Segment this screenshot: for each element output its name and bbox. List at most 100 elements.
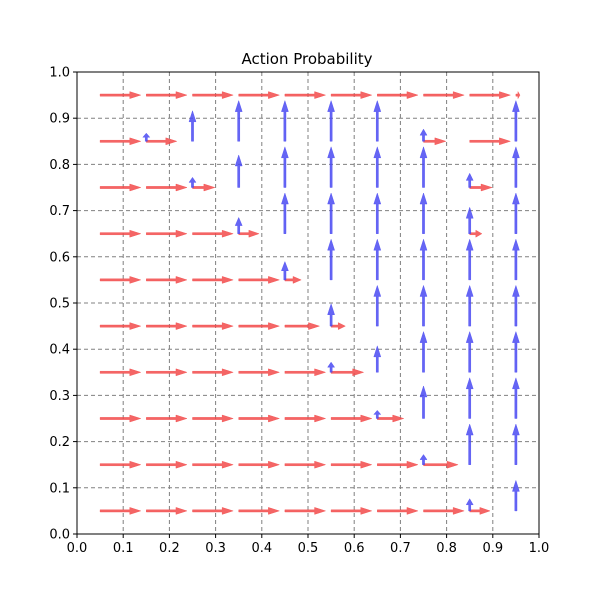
y-tick-label: 0.5 (49, 297, 70, 312)
up-arrow (281, 192, 289, 234)
up-arrow (465, 377, 474, 419)
up-arrow (512, 238, 520, 281)
right-arrow (146, 91, 188, 99)
right-arrow (192, 414, 234, 423)
right-arrow (192, 91, 234, 99)
up-arrow (373, 146, 382, 188)
y-tick-label: 0.1 (49, 481, 70, 496)
right-arrow (423, 507, 465, 515)
up-arrow (419, 128, 428, 142)
right-arrow (377, 91, 419, 99)
y-tick-label: 0.8 (49, 158, 70, 173)
right-arrow (469, 137, 512, 146)
arrows (99, 90, 521, 515)
up-arrow (419, 454, 428, 465)
y-tick-label: 0.4 (49, 343, 70, 358)
up-arrow (512, 330, 520, 373)
right-arrow (238, 91, 281, 99)
up-arrow (327, 238, 335, 281)
right-arrow (469, 183, 493, 192)
up-arrow (373, 410, 382, 419)
up-arrow (327, 146, 335, 188)
right-arrow (146, 183, 188, 192)
right-arrow (423, 91, 465, 99)
right-arrow (330, 368, 365, 377)
right-arrow (284, 507, 327, 515)
right-arrow (330, 322, 346, 330)
x-tick-label: 1.0 (529, 541, 550, 556)
x-tick-label: 0.7 (390, 541, 411, 556)
up-arrow (465, 238, 474, 281)
up-arrow (373, 99, 382, 142)
right-arrow (284, 322, 321, 330)
up-arrow (188, 176, 197, 188)
up-arrow (327, 192, 335, 234)
right-arrow (99, 414, 142, 423)
right-arrow (284, 460, 327, 469)
up-arrow (465, 284, 474, 327)
right-arrow (377, 460, 419, 469)
up-arrow (465, 498, 474, 512)
right-arrow (238, 322, 281, 330)
y-tick-label: 0.3 (49, 389, 70, 404)
right-arrow (146, 322, 188, 330)
up-arrow (465, 423, 474, 465)
right-arrow (146, 368, 188, 377)
up-arrow (512, 192, 520, 234)
up-arrow (512, 377, 520, 419)
right-arrow (238, 414, 281, 423)
right-arrow (515, 90, 521, 100)
right-arrow (377, 507, 419, 515)
x-tick-label: 0.2 (159, 541, 180, 556)
right-arrow (146, 507, 188, 515)
up-arrow (142, 132, 151, 142)
right-arrow (377, 414, 405, 423)
right-arrow (192, 229, 234, 238)
up-arrow (419, 146, 428, 188)
right-arrow (284, 368, 327, 377)
up-arrow (373, 238, 382, 281)
y-tick-label: 0.9 (49, 112, 70, 127)
y-tick-label: 1.0 (49, 66, 70, 81)
right-arrow (330, 91, 373, 99)
up-arrow (234, 154, 243, 188)
up-arrow (234, 216, 243, 234)
x-tick-label: 0.3 (205, 541, 226, 556)
right-arrow (192, 322, 234, 330)
right-arrow (423, 137, 447, 146)
up-arrow (419, 238, 428, 281)
up-arrow (512, 146, 520, 188)
right-arrow (192, 183, 216, 192)
up-arrow (373, 345, 382, 373)
up-arrow (512, 99, 520, 142)
right-arrow (99, 322, 142, 330)
grid-lines (77, 72, 539, 534)
right-arrow (192, 507, 234, 515)
right-arrow (469, 91, 512, 99)
up-arrow (327, 361, 335, 373)
right-arrow (284, 91, 327, 99)
right-arrow (469, 507, 491, 515)
up-arrow (327, 99, 335, 142)
x-tick-label: 0.4 (251, 541, 272, 556)
up-arrow (327, 303, 335, 327)
right-arrow (99, 183, 142, 192)
right-arrow (99, 507, 142, 515)
up-arrow (281, 261, 289, 281)
y-tick-label: 0.0 (49, 528, 70, 543)
right-arrow (99, 91, 142, 99)
right-arrow (146, 276, 188, 284)
y-tick-label: 0.6 (49, 250, 70, 265)
right-arrow (99, 368, 142, 377)
right-arrow (238, 368, 281, 377)
right-arrow (192, 368, 234, 377)
right-arrow (238, 276, 281, 284)
right-arrow (99, 460, 142, 469)
right-arrow (99, 276, 142, 284)
chart-title: Action Probability (241, 50, 372, 68)
up-arrow (281, 99, 289, 142)
right-arrow (238, 507, 281, 515)
up-arrow (512, 423, 520, 465)
